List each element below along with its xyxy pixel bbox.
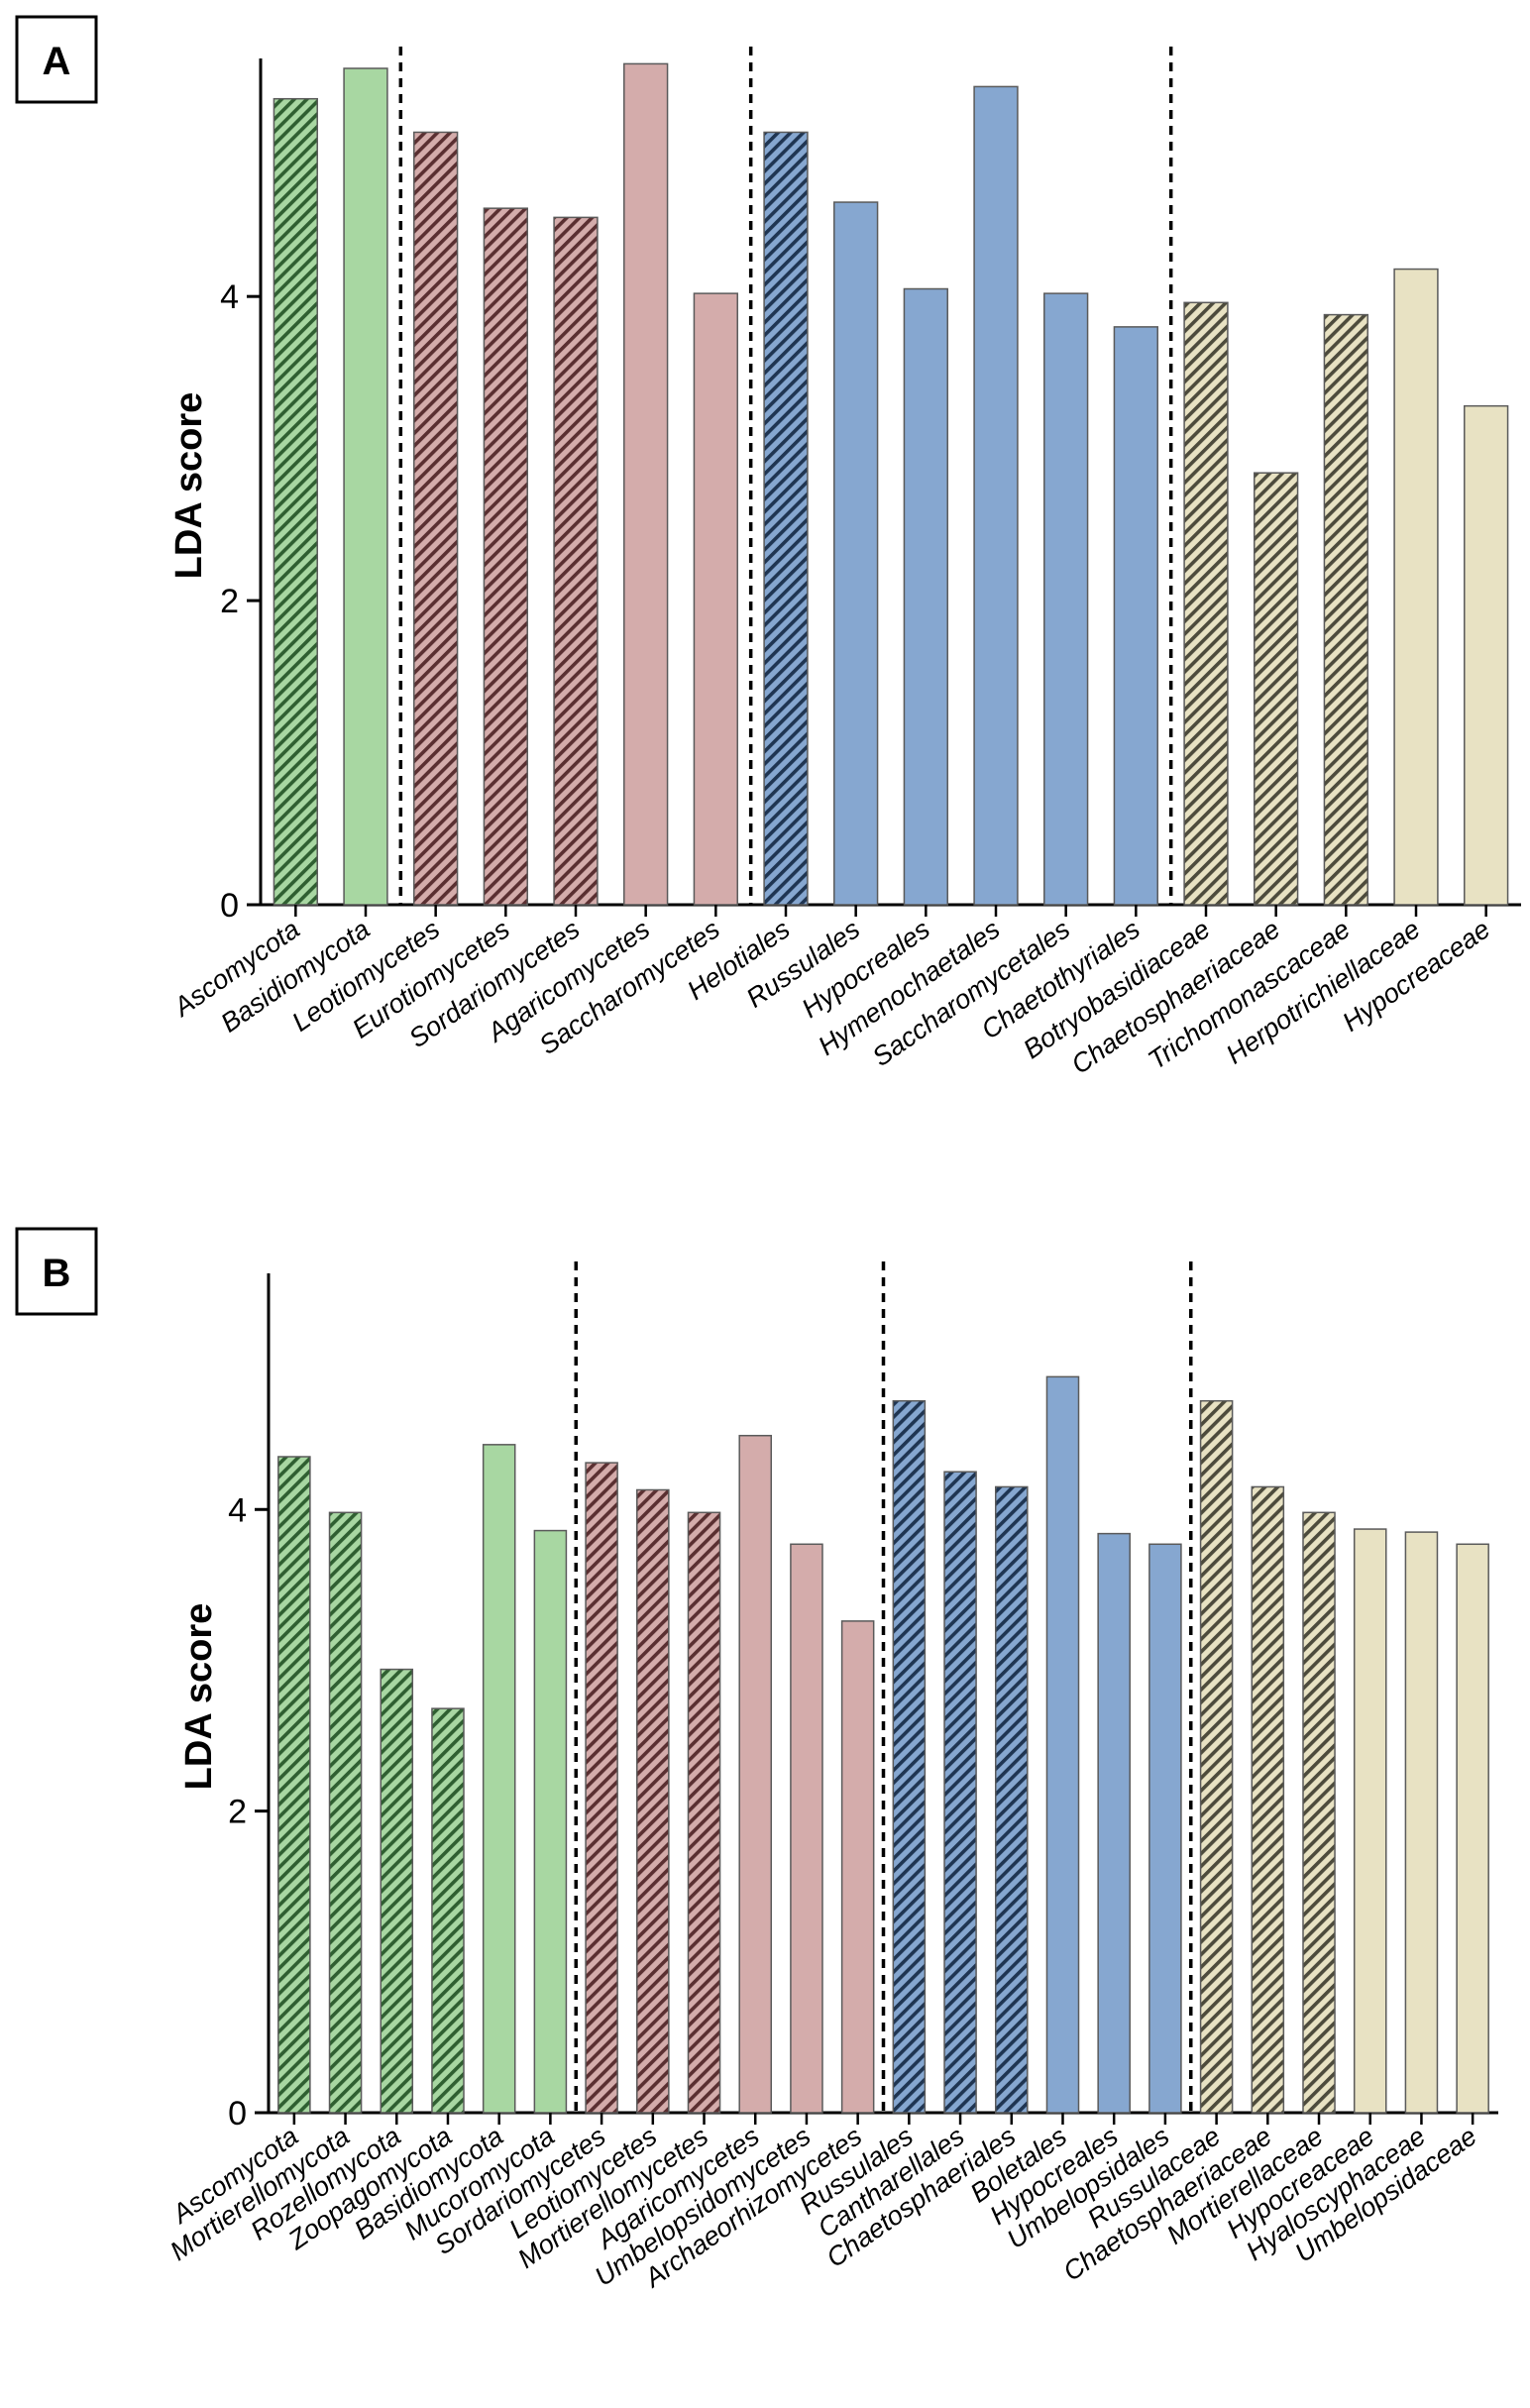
panel-b-bar-boletales [1045,1375,1080,2114]
panel-b-bar-mucoromycota [533,1529,568,2114]
panel-b-y-axis-title: LDA score [178,1603,220,1791]
panel-b-bar-agaricomycetes [738,1434,773,2114]
panel-a-bar-basidiomycota [343,67,388,906]
panel-a-label-box [15,15,98,104]
panel-b-bar-chaetosphaeriales [994,1485,1029,2114]
panel-a-bar-saccharomycetes [693,292,738,906]
panel-b-bar-ascomycota [277,1456,311,2114]
panel-a-bar-russulales [833,201,879,906]
panel-b-bar-archaeorhizomycetes [840,1620,875,2114]
panel-b-bar-cantharellales [943,1471,977,2114]
panel-b-bar-umbelopsidomycetes [790,1543,823,2114]
panel-b-y-tick-label: 0 [228,2095,247,2133]
panel-b-bar-mortierellomycota [328,1511,363,2114]
panel-b-bar-umbelopsidales [1148,1543,1182,2114]
panel-b: B LDA score 024AscomycotaMortierellomyco… [15,1227,1498,2294]
panel-a-bar-botryobasidiaceae [1183,301,1229,906]
panel-a-y-tick-label: 0 [220,887,239,925]
panel-b-y-tick-label: 4 [228,1491,247,1529]
panel-b-bar-zoopagomycota [431,1707,465,2114]
panel-b-bar-hyaloscyphaceae [1404,1531,1439,2114]
panel-b-bar-russulaceae [1199,1399,1234,2114]
panel-a-bar-hypocreaceae [1464,404,1509,906]
panel-a-bar-leotiomycetes [413,131,459,906]
panel-a-bar-trichomonascaceae [1323,313,1368,906]
panel-a-bar-hymenochaetales [973,85,1019,906]
panel-a-bar-agaricomycetes [623,62,669,906]
panel-b-label-box [15,1227,98,1316]
panel-a-bar-helotiales [763,131,809,906]
panel-a-bar-saccharomycetales [1043,292,1089,906]
panel-b-bar-hypocreales [1097,1532,1131,2114]
panel-b-bar-mortierellaceae [1302,1511,1336,2114]
panel-a-bar-eurotiomycetes [483,207,528,906]
panel-a-bar-herpotrichiellaceae [1393,268,1439,906]
panel-a-bar-hypocreales [903,287,948,906]
panel-b-bar-mortierellomycetes [687,1511,721,2114]
panel-b-bar-leotiomycetes [636,1488,670,2114]
panel-b-bar-rozellomycota [380,1668,414,2114]
panel-b-label: B [43,1252,71,1295]
panel-a-y-tick-label: 4 [220,278,239,316]
panel-b-bar-sordariomycetes [585,1462,618,2114]
panel-b-bar-russulales [892,1399,927,2114]
panel-a-bar-sordariomycetes [553,216,599,906]
panel-b-bar-chaetosphaeriaceae [1251,1485,1285,2114]
panel-b-bar-umbelopsidaceae [1456,1543,1489,2114]
panel-a: A LDA score 024AscomycotaBasidiomycotaLe… [15,15,1521,1080]
panel-b-bar-hypocreaceae [1353,1528,1387,2114]
panel-a-y-tick-label: 2 [220,583,239,620]
panel-a-bar-chaetothyriales [1113,326,1158,906]
panel-a-label: A [43,40,71,83]
panel-a-y-axis-title: LDA score [168,392,210,580]
panel-a-bar-ascomycota [273,97,318,906]
panel-a-bar-chaetosphaeriaceae [1254,472,1299,906]
panel-b-bar-basidiomycota [482,1444,516,2114]
panel-b-y-tick-label: 2 [228,1794,247,1831]
